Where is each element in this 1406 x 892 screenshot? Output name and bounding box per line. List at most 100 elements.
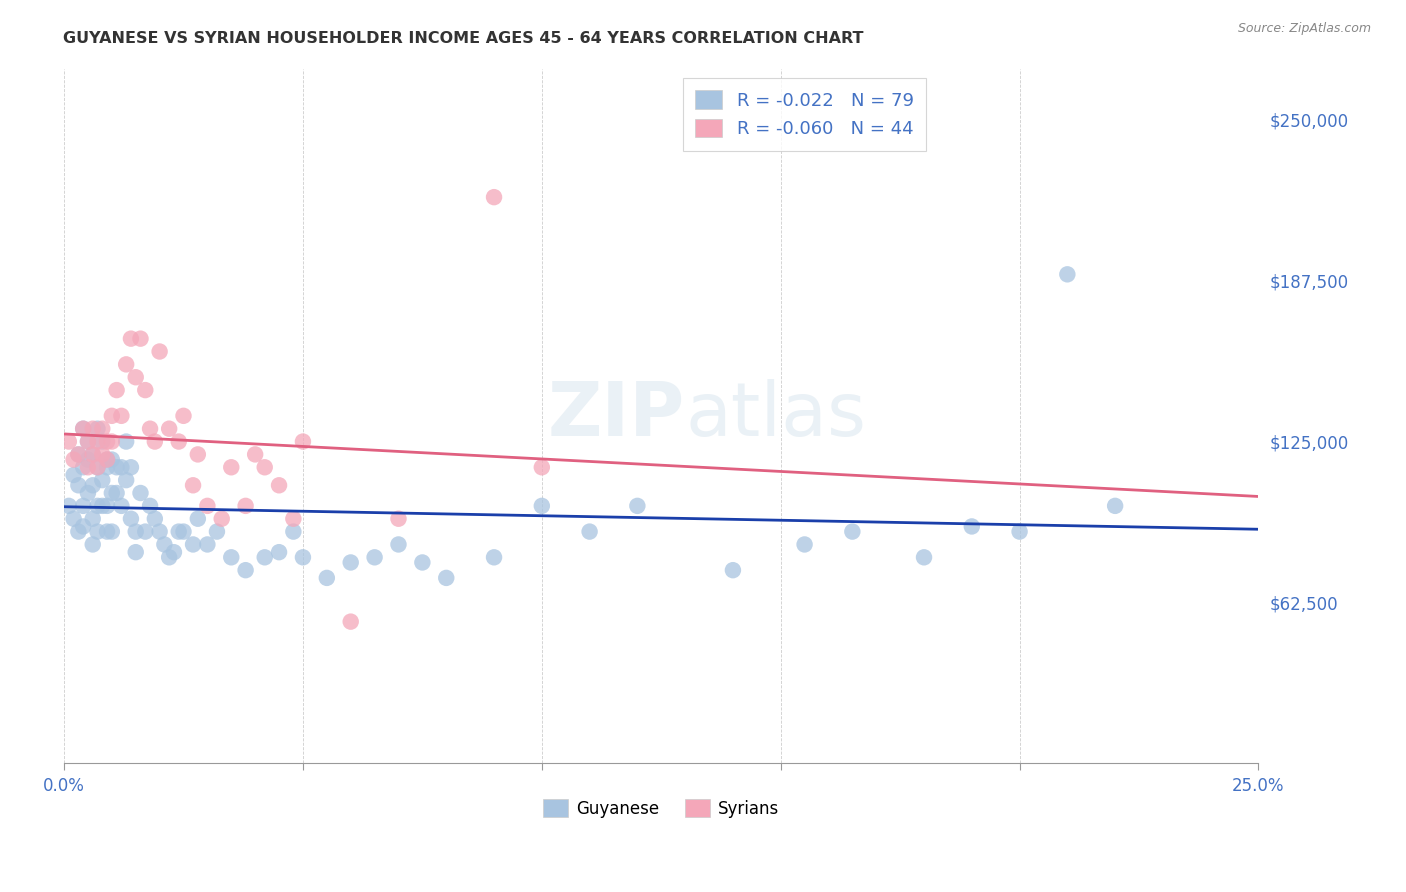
Point (110, 499, 132, 513)
Point (134, 383, 156, 397)
Point (387, 512, 409, 526)
Point (267, 545, 290, 559)
Point (86, 460, 108, 475)
Point (120, 460, 142, 475)
Point (129, 332, 152, 346)
Point (235, 563, 257, 577)
Point (96, 452, 118, 467)
Text: GUYANESE VS SYRIAN HOUSEHOLDER INCOME AGES 45 - 64 YEARS CORRELATION CHART: GUYANESE VS SYRIAN HOUSEHOLDER INCOME AG… (63, 31, 863, 46)
Point (153, 537, 176, 551)
Point (578, 524, 600, 539)
Point (101, 409, 124, 423)
Point (205, 524, 228, 539)
Point (77, 452, 100, 467)
Point (339, 556, 361, 570)
Point (82, 512, 104, 526)
Point (62, 452, 84, 467)
Point (181, 478, 204, 492)
Point (187, 512, 209, 526)
Point (77, 434, 100, 449)
Point (253, 550, 276, 565)
Point (86, 499, 108, 513)
Point (139, 499, 162, 513)
Point (1008, 524, 1031, 539)
Point (243, 447, 266, 461)
Point (1104, 499, 1126, 513)
Point (72, 422, 94, 436)
Point (721, 563, 744, 577)
Point (235, 499, 257, 513)
Point (530, 460, 553, 475)
Point (72, 422, 94, 436)
Point (62, 468, 84, 483)
Point (482, 550, 505, 565)
Point (67, 478, 90, 492)
Point (793, 537, 815, 551)
Text: atlas: atlas (685, 379, 866, 452)
Point (86, 524, 108, 539)
Point (91, 422, 114, 436)
Point (120, 332, 142, 346)
Point (110, 460, 132, 475)
Point (143, 434, 166, 449)
Point (77, 434, 100, 449)
Point (115, 434, 138, 449)
Point (339, 615, 361, 629)
Point (530, 499, 553, 513)
Point (219, 460, 242, 475)
Point (62, 512, 84, 526)
Point (82, 537, 104, 551)
Point (143, 512, 166, 526)
Point (115, 357, 138, 371)
Point (72, 519, 94, 533)
Point (315, 571, 337, 585)
Point (86, 434, 108, 449)
Point (96, 452, 118, 467)
Point (387, 537, 409, 551)
Point (82, 478, 104, 492)
Point (101, 452, 124, 467)
Point (101, 524, 124, 539)
Point (219, 550, 242, 565)
Point (101, 486, 124, 500)
Point (91, 434, 114, 449)
Point (149, 524, 172, 539)
Point (197, 499, 219, 513)
Point (91, 499, 114, 513)
Point (187, 447, 209, 461)
Point (105, 383, 128, 397)
Point (157, 550, 180, 565)
Point (125, 545, 148, 559)
Point (197, 537, 219, 551)
Point (253, 460, 276, 475)
Point (167, 434, 190, 449)
Point (434, 571, 457, 585)
Point (283, 524, 305, 539)
Point (82, 422, 104, 436)
Point (482, 190, 505, 204)
Point (626, 499, 648, 513)
Point (129, 486, 152, 500)
Text: Source: ZipAtlas.com: Source: ZipAtlas.com (1237, 22, 1371, 36)
Point (134, 524, 156, 539)
Point (181, 537, 204, 551)
Point (86, 422, 108, 436)
Point (157, 422, 180, 436)
Point (167, 524, 190, 539)
Point (67, 524, 90, 539)
Point (211, 512, 233, 526)
Point (82, 447, 104, 461)
Point (960, 519, 983, 533)
Point (72, 460, 94, 475)
Point (125, 524, 148, 539)
Point (841, 524, 863, 539)
Point (67, 447, 90, 461)
Point (912, 550, 935, 565)
Point (96, 460, 118, 475)
Point (173, 524, 195, 539)
Point (291, 434, 314, 449)
Point (72, 499, 94, 513)
Point (91, 473, 114, 487)
Point (163, 545, 186, 559)
Point (139, 422, 162, 436)
